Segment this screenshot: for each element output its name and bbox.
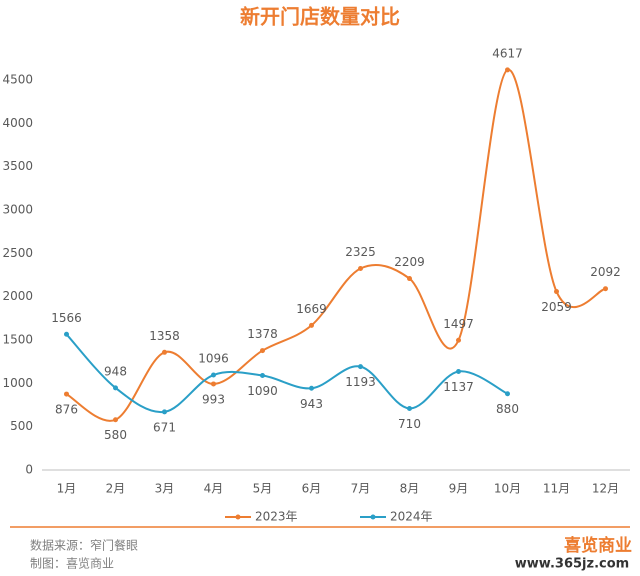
data-label: 1137 (443, 380, 474, 394)
source: 数据来源：窄门餐眼 (30, 538, 138, 553)
chart-title: 新开门店数量对比 (240, 5, 400, 29)
data-label: 1358 (149, 329, 180, 343)
data-label: 4617 (492, 46, 523, 60)
x-tick-label: 9月 (449, 482, 469, 496)
point (358, 266, 363, 271)
y-tick-label: 3000 (2, 203, 33, 217)
data-label: 710 (398, 417, 421, 431)
point (456, 337, 461, 343)
data-label: 1096 (198, 352, 229, 366)
data-label: 1669 (296, 302, 327, 316)
data-label: 1193 (345, 375, 376, 389)
point (309, 322, 314, 328)
y-tick-label: 1000 (2, 376, 33, 390)
data-label: 948 (104, 364, 127, 378)
point (113, 417, 118, 423)
series-line (65, 333, 508, 413)
y-tick-label: 2500 (2, 246, 33, 260)
logo: 喜览商业 (564, 535, 632, 556)
credit: 制图：喜览商业 (30, 556, 114, 571)
data-label: 580 (104, 428, 127, 442)
data-label: 1566 (51, 311, 82, 325)
data-label: 2325 (345, 245, 376, 259)
data-label: 2209 (394, 255, 425, 269)
point (309, 385, 314, 391)
point (603, 286, 608, 292)
x-tick-label: 3月 (155, 482, 175, 496)
y-tick-label: 2000 (2, 289, 33, 303)
y-tick-label: 500 (10, 419, 33, 433)
point (554, 289, 559, 295)
point (505, 67, 510, 73)
point (64, 331, 69, 337)
x-tick-label: 12月 (592, 482, 619, 496)
point (64, 391, 69, 397)
legend-marker (370, 514, 376, 520)
x-tick-label: 5月 (253, 482, 273, 496)
data-label: 876 (55, 403, 78, 417)
point (260, 373, 265, 379)
data-label: 1497 (443, 317, 474, 331)
point (211, 372, 216, 378)
x-tick-label: 2月 (106, 482, 126, 496)
point (260, 348, 265, 354)
y-tick-label: 4000 (2, 116, 33, 130)
x-tick-label: 7月 (351, 482, 371, 496)
y-tick-label: 4500 (2, 73, 33, 87)
x-tick-label: 11月 (543, 482, 570, 496)
point (407, 276, 412, 282)
x-tick-label: 8月 (400, 482, 420, 496)
point (407, 405, 412, 411)
x-tick-label: 1月 (57, 482, 77, 496)
series-line (65, 68, 606, 422)
site: www.365jz.com (515, 557, 629, 572)
data-label: 2092 (590, 265, 621, 279)
x-tick-label: 6月 (302, 482, 322, 496)
point (358, 364, 363, 370)
y-tick-label: 3500 (2, 159, 33, 173)
point (162, 349, 167, 355)
data-label: 671 (153, 420, 176, 434)
y-tick-label: 1500 (2, 333, 33, 347)
data-label: 880 (496, 402, 519, 416)
legend-marker (235, 514, 241, 520)
data-label: 993 (202, 392, 225, 406)
point (456, 368, 461, 374)
point (211, 381, 216, 387)
point (113, 385, 118, 391)
x-tick-label: 4月 (204, 482, 224, 496)
data-label: 943 (300, 397, 323, 411)
x-tick-label: 10月 (494, 482, 521, 496)
data-label: 2059 (541, 300, 572, 314)
data-label: 1090 (247, 384, 278, 398)
data-label: 1378 (247, 327, 278, 341)
legend-label: 2024年 (390, 510, 433, 524)
point (505, 391, 510, 397)
y-tick-label: 0 (25, 463, 33, 477)
point (162, 409, 167, 415)
legend-label: 2023年 (255, 510, 298, 524)
